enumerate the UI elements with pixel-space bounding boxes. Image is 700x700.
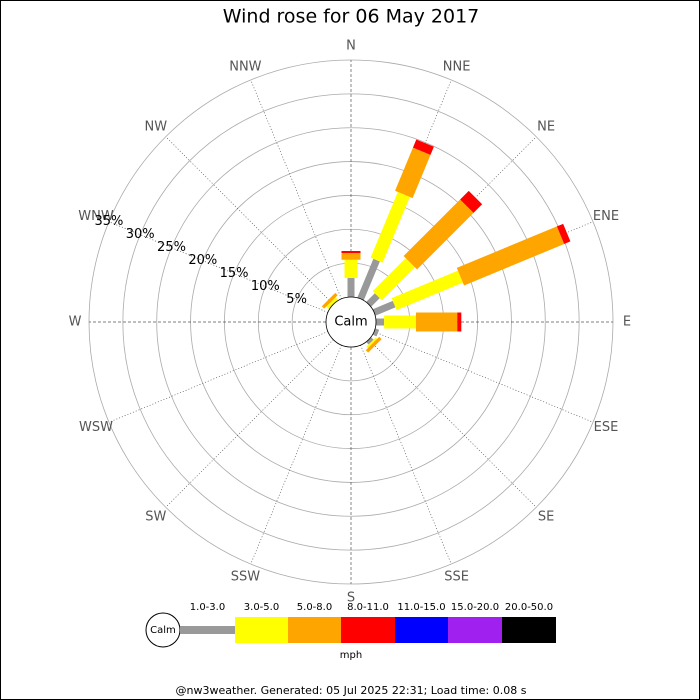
direction-label: E <box>623 315 631 330</box>
legend-label: 1.0-3.0 <box>190 602 225 613</box>
bar-segment <box>372 258 415 301</box>
direction-label: N <box>346 39 356 54</box>
bar-segment <box>391 270 463 311</box>
bar-segment <box>460 190 483 213</box>
direction-label: NNW <box>229 60 261 75</box>
spoke <box>360 344 452 565</box>
direction-label: SSW <box>231 569 261 584</box>
bar-segment <box>370 191 410 263</box>
direction-label: NE <box>537 119 555 134</box>
unit-label: mph <box>340 650 362 661</box>
spoke <box>108 221 329 313</box>
legend-label: 5.0-8.0 <box>297 602 332 613</box>
grid-ring <box>122 93 580 551</box>
bar-segment <box>556 223 571 244</box>
legend-swatch <box>502 617 556 643</box>
bar-segment <box>321 292 338 309</box>
spoke <box>165 136 334 305</box>
legend-label: 20.0-50.0 <box>505 602 553 613</box>
legend-calm-label: Calm <box>150 625 176 636</box>
direction-label: NNE <box>443 60 471 75</box>
spoke <box>250 79 342 300</box>
spoke <box>165 339 334 508</box>
y-tick-label: 20% <box>188 253 217 268</box>
y-tick-label: 10% <box>251 279 280 294</box>
spoke <box>368 339 537 508</box>
y-tick-label: 30% <box>126 227 155 242</box>
legend-label: 8.0-11.0 <box>347 602 389 613</box>
bar-segment <box>366 337 378 349</box>
direction-label: W <box>69 315 82 330</box>
y-tick-label: 15% <box>220 266 249 281</box>
direction-label: ESE <box>594 420 619 435</box>
grid-ring <box>156 127 546 517</box>
legend-swatch <box>288 617 341 643</box>
direction-label: WSW <box>79 420 113 435</box>
chart-title: Wind rose for 06 May 2017 <box>223 6 480 28</box>
spoke <box>108 331 329 423</box>
direction-label: WNW <box>78 209 114 224</box>
bar-segment <box>366 337 374 345</box>
calm-label: Calm <box>334 315 367 330</box>
legend-swatch <box>180 626 235 634</box>
legend-swatch <box>235 617 288 643</box>
bar-segment <box>326 297 338 309</box>
bar-segment <box>395 147 431 199</box>
calm-circle <box>325 296 377 348</box>
y-tick-label: 5% <box>286 292 307 307</box>
spoke <box>373 331 594 423</box>
direction-label: SSE <box>444 569 469 584</box>
bar-segment <box>372 300 396 316</box>
direction-label: SE <box>538 510 554 525</box>
bar-segment <box>366 293 380 307</box>
y-tick-label: 35% <box>94 214 123 229</box>
direction-label: S <box>347 591 355 606</box>
bar-segment <box>357 258 380 301</box>
legend-swatch <box>395 617 448 643</box>
bar-segment <box>456 226 565 286</box>
direction-label: ENE <box>593 209 619 224</box>
spoke <box>250 344 342 565</box>
bar-segment <box>412 139 434 155</box>
legend-label: 15.0-20.0 <box>451 602 499 613</box>
bar-segment <box>372 328 380 337</box>
legend-swatch <box>341 617 395 643</box>
footer: @nw3weather. Generated: 05 Jul 2025 22:3… <box>176 684 527 697</box>
legend-label: 11.0-15.0 <box>397 602 445 613</box>
bar-segment <box>403 199 474 270</box>
legend-label: 3.0-5.0 <box>244 602 279 613</box>
legend-swatch <box>448 617 502 643</box>
y-tick-label: 25% <box>157 240 186 255</box>
direction-label: NW <box>145 119 168 134</box>
bar-segment <box>365 336 382 353</box>
direction-label: SW <box>145 510 166 525</box>
